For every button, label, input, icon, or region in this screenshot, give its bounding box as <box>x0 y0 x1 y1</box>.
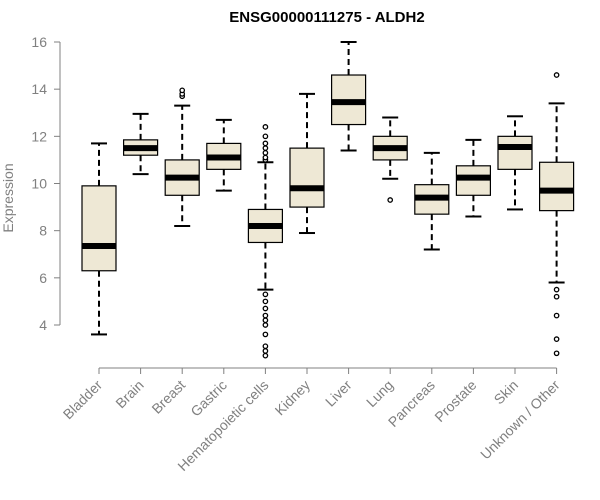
box-unknown-other <box>538 72 575 357</box>
box-hematopoietic-cells <box>247 124 283 359</box>
x-category-label: Lung <box>363 377 396 410</box>
outlier-point <box>553 312 560 319</box>
box-iqr <box>289 147 325 208</box>
box-pancreas <box>414 151 450 251</box>
boxes-layer <box>81 41 575 359</box>
x-category-label: Prostate <box>431 377 479 425</box>
outlier-point <box>262 331 269 338</box>
x-category-label: Brain <box>112 377 146 411</box>
box-skin <box>497 115 533 211</box>
x-category-label: Bladder <box>60 377 106 423</box>
x-category-label: Skin <box>491 377 522 408</box>
outlier-point <box>262 312 269 319</box>
outlier-point <box>262 348 269 354</box>
outlier-point <box>262 322 269 328</box>
outlier-point <box>553 336 560 342</box>
outlier-point <box>553 350 560 357</box>
box-prostate <box>455 138 491 218</box>
x-category-label: Breast <box>148 377 188 417</box>
outlier-point <box>553 72 560 78</box>
box-kidney <box>289 92 325 235</box>
chart-title: ENSG00000111275 - ALDH2 <box>229 9 424 26</box>
x-category-label: Liver <box>322 377 355 410</box>
y-tick-label: 4 <box>39 317 47 333</box>
box-iqr <box>497 135 533 170</box>
outlier-point <box>262 124 269 130</box>
outlier-point <box>262 140 269 147</box>
outlier-point <box>262 149 269 156</box>
y-tick-label: 8 <box>39 223 47 239</box>
box-bladder <box>81 142 117 336</box>
box-iqr <box>538 161 575 212</box>
outlier-point <box>262 352 269 359</box>
box-lung <box>372 116 408 203</box>
box-gastric <box>206 118 242 192</box>
y-tick-label: 6 <box>39 270 47 286</box>
outlier-point <box>262 133 269 140</box>
outlier-point <box>387 197 394 203</box>
x-category-label: Unknown / Other <box>477 377 563 463</box>
outlier-point <box>553 293 560 300</box>
x-category-label: Kidney <box>272 377 314 419</box>
box-iqr <box>81 185 117 272</box>
outlier-point <box>262 343 269 350</box>
outlier-point <box>262 291 269 298</box>
box-brain <box>122 112 159 176</box>
y-axis: 4 6 8 10 12 14 16 <box>31 34 61 333</box>
outlier-point <box>262 154 269 161</box>
box-breast <box>164 87 200 227</box>
outlier-point <box>262 145 269 151</box>
y-tick-label: 16 <box>31 34 47 50</box>
outlier-point <box>179 87 186 94</box>
y-tick-label: 12 <box>31 128 47 144</box>
outlier-point <box>262 305 269 312</box>
y-tick-label: 10 <box>31 176 47 192</box>
outlier-point <box>553 286 560 293</box>
y-axis-title: Expression <box>0 163 16 232</box>
outlier-point <box>262 317 269 324</box>
outlier-point <box>262 298 269 305</box>
y-tick-label: 14 <box>31 81 47 97</box>
box-liver <box>331 41 367 152</box>
